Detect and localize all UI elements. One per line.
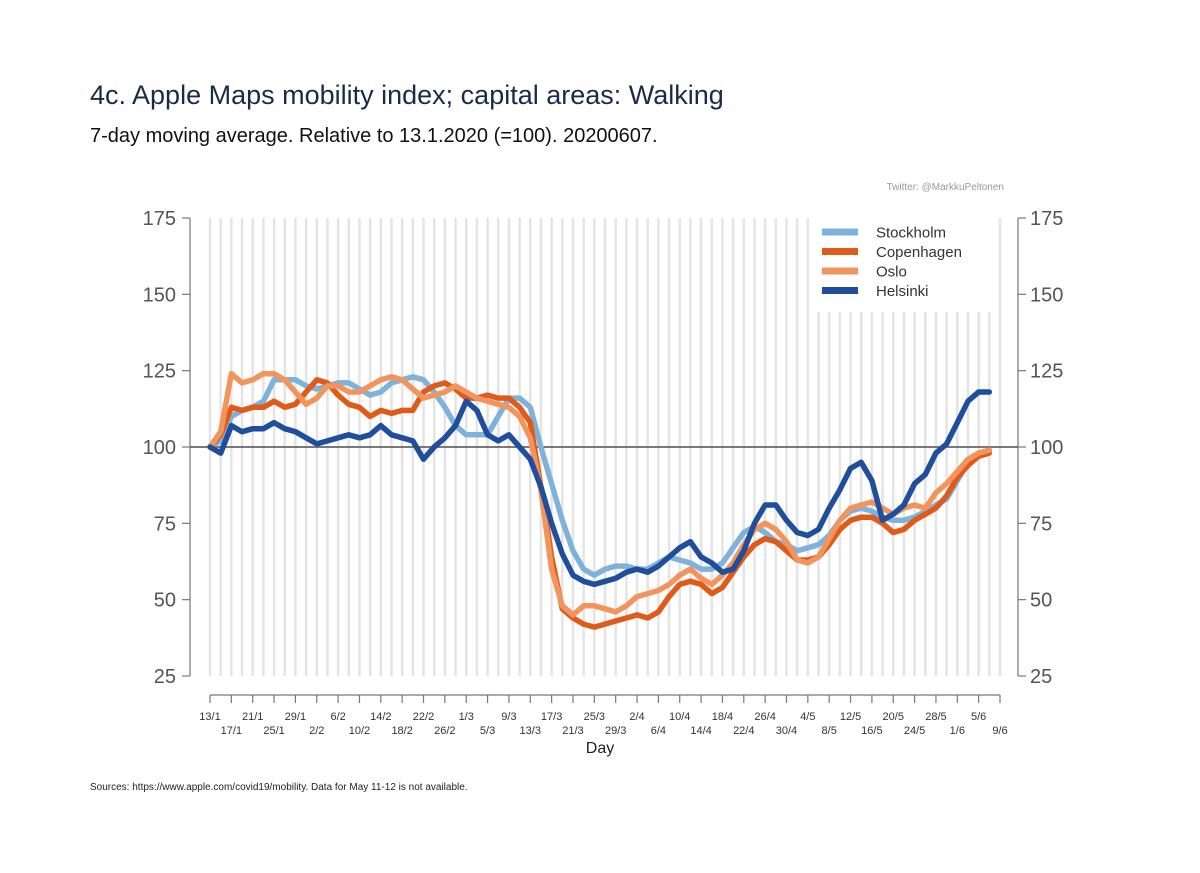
x-tick-label: 1/3 bbox=[459, 711, 474, 723]
legend: Stockholm Copenhagen Oslo Helsinki bbox=[812, 216, 995, 312]
x-tick-label: 25/1 bbox=[263, 725, 284, 737]
x-tick-label: 2/4 bbox=[629, 711, 644, 723]
chart-subtitle: 7-day moving average. Relative to 13.1.2… bbox=[90, 125, 658, 147]
x-tick-label: 9/6 bbox=[992, 725, 1007, 737]
y-tick-label-left: 100 bbox=[143, 437, 176, 459]
credit-text: Twitter: @MarkkuPeltonen bbox=[887, 182, 1004, 193]
x-tick-label: 5/3 bbox=[480, 725, 495, 737]
x-tick-label: 14/4 bbox=[690, 725, 711, 737]
x-tick-label: 5/6 bbox=[971, 711, 986, 723]
x-tick-label: 14/2 bbox=[370, 711, 391, 723]
y-tick-label-left: 50 bbox=[154, 590, 176, 612]
x-tick-label: 22/4 bbox=[733, 725, 754, 737]
legend-label: Oslo bbox=[876, 264, 907, 281]
y-tick-label-left: 125 bbox=[143, 361, 176, 383]
legend-label: Stockholm bbox=[876, 225, 946, 242]
x-tick-label: 13/3 bbox=[520, 725, 541, 737]
x-tick-label: 29/3 bbox=[605, 725, 626, 737]
y-tick-label-left: 175 bbox=[143, 208, 176, 230]
x-tick-label: 20/5 bbox=[883, 711, 904, 723]
y-tick-label-right: 150 bbox=[1030, 284, 1063, 306]
axes: 25 25 50 50 75 75 100 100 125 125 150 150 175 175 13/1… bbox=[143, 208, 1064, 737]
x-tick-label: 6/2 bbox=[330, 711, 345, 723]
x-tick-label: 13/1 bbox=[199, 711, 220, 723]
x-tick-label: 12/5 bbox=[840, 711, 861, 723]
y-tick-label-right: 175 bbox=[1030, 208, 1063, 230]
x-tick-label: 24/5 bbox=[904, 725, 925, 737]
x-tick-label: 10/4 bbox=[669, 711, 690, 723]
legend-label: Copenhagen bbox=[876, 244, 962, 261]
x-tick-label: 29/1 bbox=[285, 711, 306, 723]
x-tick-label: 18/4 bbox=[712, 711, 733, 723]
x-tick-label: 21/3 bbox=[562, 725, 583, 737]
x-tick-label: 18/2 bbox=[391, 725, 412, 737]
x-tick-label: 8/5 bbox=[822, 725, 837, 737]
x-tick-label: 2/2 bbox=[309, 725, 324, 737]
x-axis-label: Day bbox=[586, 740, 614, 757]
x-tick-label: 22/2 bbox=[413, 711, 434, 723]
x-tick-label: 1/6 bbox=[950, 725, 965, 737]
y-tick-label-right: 25 bbox=[1030, 666, 1052, 688]
series-line-helsinki bbox=[207, 389, 993, 588]
x-tick-label: 10/2 bbox=[349, 725, 370, 737]
series-line-copenhagen bbox=[207, 377, 993, 630]
series-lines bbox=[207, 370, 993, 630]
x-tick-label: 17/1 bbox=[221, 725, 242, 737]
chart-title: 4c. Apple Maps mobility index; capital a… bbox=[90, 80, 724, 110]
x-tick-label: 26/4 bbox=[754, 711, 775, 723]
legend-label: Helsinki bbox=[876, 283, 929, 300]
series-line-oslo bbox=[207, 370, 993, 618]
x-tick-label: 26/2 bbox=[434, 725, 455, 737]
x-tick-label: 30/4 bbox=[776, 725, 797, 737]
y-tick-label-right: 50 bbox=[1030, 590, 1052, 612]
y-tick-label-left: 75 bbox=[154, 513, 176, 535]
x-tick-label: 21/1 bbox=[242, 711, 263, 723]
x-tick-label: 25/3 bbox=[584, 711, 605, 723]
source-note: Sources: https://www.apple.com/covid19/m… bbox=[90, 782, 468, 793]
series-line-stockholm bbox=[207, 374, 993, 578]
x-tick-label: 17/3 bbox=[541, 711, 562, 723]
y-tick-label-right: 125 bbox=[1030, 361, 1063, 383]
y-tick-label-right: 100 bbox=[1030, 437, 1063, 459]
y-tick-label-right: 75 bbox=[1030, 513, 1052, 535]
x-tick-label: 4/5 bbox=[800, 711, 815, 723]
x-tick-label: 6/4 bbox=[651, 725, 666, 737]
y-tick-label-left: 150 bbox=[143, 284, 176, 306]
x-tick-label: 9/3 bbox=[501, 711, 516, 723]
y-tick-label-left: 25 bbox=[154, 666, 176, 688]
x-tick-label: 28/5 bbox=[925, 711, 946, 723]
x-tick-label: 16/5 bbox=[861, 725, 882, 737]
